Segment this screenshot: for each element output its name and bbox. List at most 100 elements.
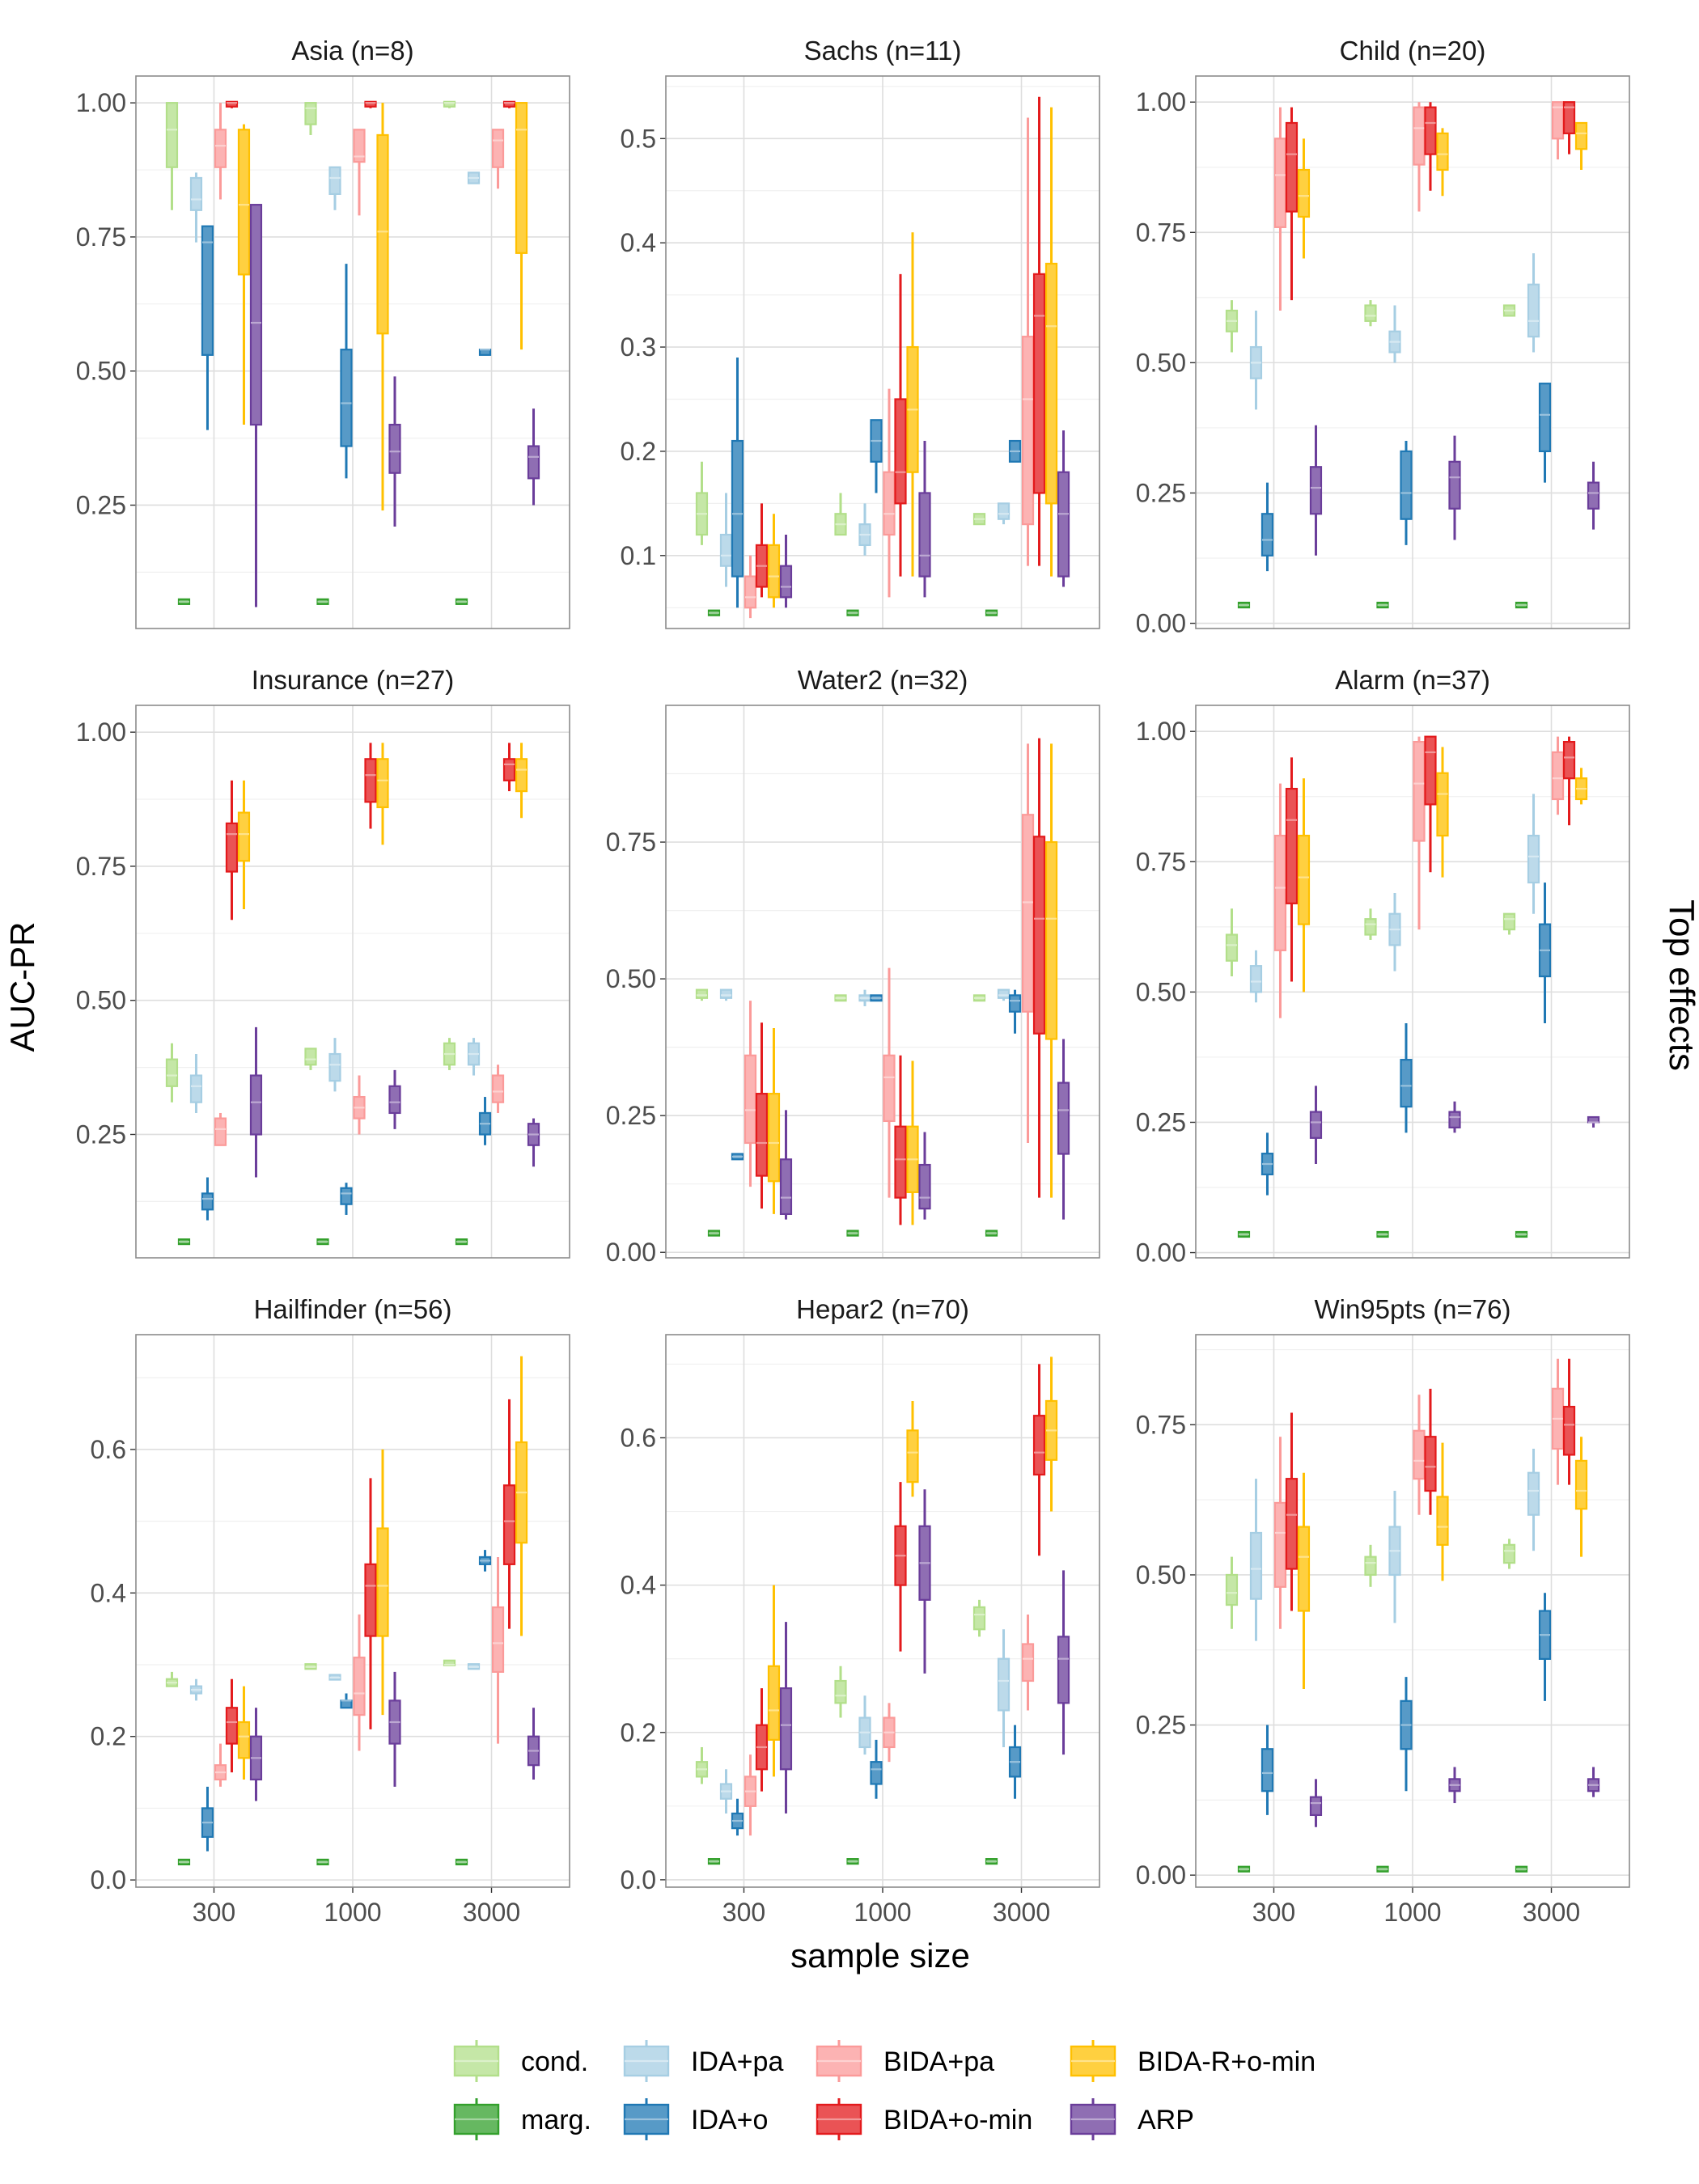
- box-bida_r_omin: [515, 1356, 528, 1636]
- y-tick-label: 0.3: [621, 332, 656, 362]
- legend-label: cond.: [521, 2046, 588, 2077]
- box-bida_pa: [491, 1556, 505, 1744]
- box-iqr: [1436, 772, 1449, 837]
- box-cond: [304, 102, 317, 135]
- box-bida_pa: [1273, 783, 1287, 1018]
- box-bida_pa: [353, 129, 366, 216]
- box-ida_o: [478, 349, 492, 356]
- box-ida_pa: [1388, 1491, 1401, 1623]
- box-bida_omin: [1285, 757, 1299, 982]
- box-cond: [443, 1659, 456, 1666]
- panel: 0.1 0.2 0.3 0.4 0.5 Sachs (n=11): [621, 36, 1100, 629]
- box-arp: [249, 1708, 263, 1801]
- box-bida_omin: [1424, 1388, 1437, 1515]
- box-ida_o: [340, 264, 353, 479]
- box-ida_pa: [328, 1038, 341, 1092]
- box-iqr: [340, 1699, 353, 1709]
- box-iqr: [1309, 1796, 1323, 1817]
- box-iqr: [1527, 834, 1540, 884]
- box-bida_r_omin: [767, 514, 781, 608]
- box-bida_r_omin: [376, 103, 389, 511]
- box-marg: [985, 1858, 998, 1865]
- box-ida_o: [1400, 441, 1413, 545]
- box-marg: [985, 609, 998, 616]
- panel-title: Sachs (n=11): [804, 36, 962, 66]
- box-marg: [1515, 1230, 1528, 1238]
- box-ida_pa: [997, 988, 1011, 1001]
- box-ida_o: [870, 419, 883, 493]
- box-iqr: [502, 758, 516, 781]
- box-iqr: [1448, 1111, 1461, 1129]
- box-bida_r_omin: [1574, 121, 1588, 170]
- box-bida_r_omin: [1297, 138, 1311, 259]
- box-marg: [707, 1230, 721, 1237]
- box-ida_pa: [467, 171, 481, 184]
- box-iqr: [1021, 814, 1035, 1013]
- box-iqr: [1364, 304, 1377, 322]
- box-marg: [177, 1238, 191, 1246]
- box-iqr: [340, 349, 353, 447]
- box-iqr: [237, 811, 251, 862]
- box-bida_pa: [491, 129, 505, 189]
- box-marg: [1237, 1230, 1251, 1238]
- box-iqr: [1413, 741, 1426, 842]
- box-iqr: [695, 988, 709, 999]
- box-iqr: [165, 102, 179, 168]
- box-arp: [779, 1110, 793, 1220]
- box-iqr: [1273, 834, 1287, 951]
- y-tick-label: 0.75: [76, 852, 126, 881]
- box-iqr: [201, 1192, 214, 1211]
- box-iqr: [189, 176, 203, 211]
- panel-border: [135, 1334, 570, 1888]
- legend-item-bida_pa: BIDA+pa: [816, 2040, 994, 2082]
- box-iqr: [1527, 283, 1540, 338]
- box-iqr: [376, 758, 389, 809]
- box-arp: [388, 1069, 401, 1129]
- legend-label: marg.: [521, 2105, 591, 2135]
- box-bida_r_omin: [906, 232, 919, 577]
- box-bida_omin: [894, 1055, 907, 1225]
- box-ida_pa: [328, 166, 341, 210]
- panel-title: Asia (n=8): [291, 36, 413, 66]
- y-tick-label: 0.6: [621, 1423, 656, 1452]
- box-iqr: [972, 1606, 986, 1631]
- x-tick-label: 1000: [1383, 1898, 1441, 1927]
- box-iqr: [1044, 840, 1058, 1040]
- x-tick-label: 300: [193, 1898, 235, 1927]
- box-arp: [249, 204, 263, 607]
- box-ida_o: [1538, 882, 1552, 1024]
- box-cond: [443, 100, 456, 108]
- box-marg: [707, 1858, 721, 1865]
- box-marg: [316, 1858, 329, 1866]
- box-bida_omin: [1032, 1364, 1046, 1556]
- box-iqr: [304, 102, 317, 125]
- box-iqr: [1413, 106, 1426, 166]
- box-bida_omin: [1424, 735, 1437, 873]
- box-ida_pa: [1249, 310, 1263, 410]
- box-bida_omin: [894, 1482, 907, 1652]
- box-marg: [846, 1858, 859, 1865]
- box-iqr: [1008, 994, 1022, 1013]
- box-arp: [249, 1026, 263, 1178]
- box-iqr: [1413, 1429, 1426, 1480]
- box-iqr: [353, 129, 366, 163]
- box-bida_omin: [1562, 1358, 1576, 1485]
- y-tick-label: 1.00: [1136, 87, 1186, 116]
- box-iqr: [249, 204, 263, 426]
- box-bida_r_omin: [1436, 1442, 1449, 1581]
- box-bida_r_omin: [906, 1060, 919, 1225]
- legend-label: BIDA+pa: [883, 2046, 994, 2077]
- box-iqr: [744, 1054, 757, 1145]
- box-ida_pa: [1388, 305, 1401, 363]
- legend-item-marg: marg.: [453, 2098, 591, 2140]
- panel-border: [135, 705, 570, 1259]
- y-tick-label: 0.4: [91, 1578, 126, 1607]
- legend-label: IDA+pa: [691, 2046, 783, 2077]
- box-iqr: [388, 423, 401, 474]
- legend-item-ida_o: IDA+o: [623, 2098, 768, 2140]
- box-iqr: [1562, 1405, 1576, 1456]
- box-iqr: [779, 1158, 793, 1216]
- panel-title: Water2 (n=32): [798, 665, 968, 695]
